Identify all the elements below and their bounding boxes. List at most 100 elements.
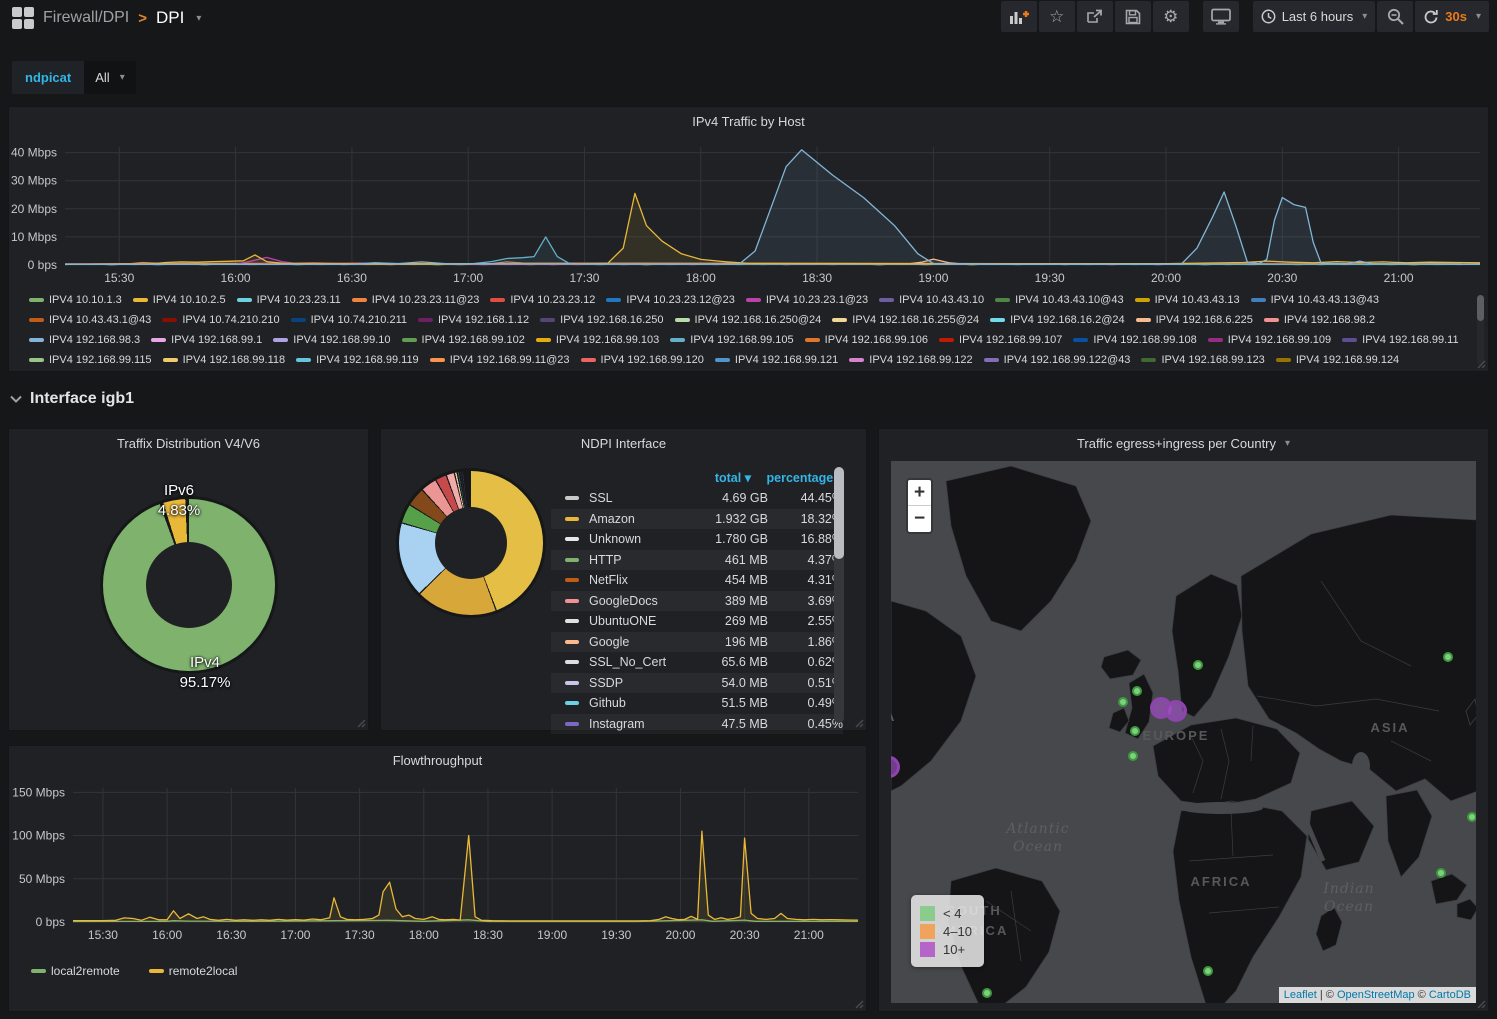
country-marker-low[interactable] xyxy=(1130,726,1140,736)
legend-item[interactable]: IPV4 192.168.99.11 xyxy=(1342,333,1459,347)
country-marker-low[interactable] xyxy=(1443,652,1453,662)
panel-title[interactable]: Traffic egress+ingress per Country ▾ xyxy=(1076,435,1291,451)
legend-item[interactable]: IPV4 192.168.99.120 xyxy=(580,353,704,367)
attribution-link[interactable]: Leaflet xyxy=(1283,989,1317,1001)
panel-title[interactable]: NDPI Interface xyxy=(580,435,667,451)
table-row[interactable]: Google 196 MB 1.86% xyxy=(551,631,843,652)
legend-item[interactable]: IPV4 192.168.99.119 xyxy=(296,353,419,367)
legend-item[interactable]: IPV4 10.43.43.10 xyxy=(879,293,984,307)
country-marker-low[interactable] xyxy=(1467,812,1476,822)
legend-item[interactable]: IPV4 10.23.23.11@23 xyxy=(351,293,479,307)
table-scrollbar[interactable] xyxy=(834,467,844,723)
country-marker-low[interactable] xyxy=(1118,697,1128,707)
ndpi-donut-chart[interactable] xyxy=(399,471,543,615)
attribution-link[interactable]: OpenStreetMap xyxy=(1336,989,1415,1001)
refresh-picker[interactable]: 30s ▾ xyxy=(1415,1,1489,32)
country-marker-high[interactable] xyxy=(1165,700,1187,722)
panel-resize-handle[interactable] xyxy=(1477,360,1486,369)
table-row[interactable]: Unknown 1.780 GB 16.88% xyxy=(551,529,843,550)
legend-item[interactable]: IPV4 192.168.99.102 xyxy=(401,333,525,347)
legend-item[interactable]: IPV4 10.10.1.3 xyxy=(29,293,122,307)
panel-title[interactable]: IPv4 Traffic by Host xyxy=(692,113,805,129)
legend-item[interactable]: IPV4 10.74.210.210 xyxy=(162,313,280,327)
legend-item[interactable]: IPV4 192.168.6.225 xyxy=(1135,313,1253,327)
legend-item[interactable]: IPV4 10.43.43.1@43 xyxy=(29,313,151,327)
legend-item[interactable]: IPV4 192.168.99.107 xyxy=(939,333,1062,347)
legend-item[interactable]: IPV4 192.168.16.2@24 xyxy=(990,313,1125,327)
breadcrumb-dashboard[interactable]: DPI xyxy=(156,8,185,27)
settings-button[interactable]: ⚙ xyxy=(1152,1,1189,32)
table-row[interactable]: SSDP 54.0 MB 0.51% xyxy=(551,672,843,693)
table-row[interactable]: HTTP 461 MB 4.37% xyxy=(551,549,843,570)
legend-item[interactable]: IPV4 10.74.210.211 xyxy=(290,313,407,327)
panel-resize-handle[interactable] xyxy=(855,719,864,728)
country-marker-low[interactable] xyxy=(1193,660,1203,670)
ipv4-traffic-chart[interactable]: 0 bps 10 Mbps 20 Mbps 30 Mbps 40 Mbps 15:30 16… xyxy=(9,133,1488,291)
legend-item[interactable]: IPV4 192.168.99.123 xyxy=(1141,353,1265,367)
sort-total-header[interactable]: total ▾ xyxy=(714,471,751,485)
legend-item[interactable]: IPV4 192.168.16.255@24 xyxy=(832,313,979,327)
zoom-out-button[interactable]: − xyxy=(908,506,931,532)
legend-item[interactable]: IPV4 192.168.16.250@24 xyxy=(674,313,821,327)
legend-item[interactable]: IPV4 192.168.99.11@23 xyxy=(429,353,570,367)
row-interface-igb1[interactable]: Interface igb1 xyxy=(10,390,134,408)
legend-item[interactable]: IPV4 192.168.98.2 xyxy=(1263,313,1375,327)
sort-percentage-header[interactable]: percentage ▾ xyxy=(766,471,843,485)
legend-item[interactable]: IPV4 192.168.99.1 xyxy=(151,333,262,347)
time-range-picker[interactable]: Last 6 hours ▾ xyxy=(1252,1,1376,32)
legend-item[interactable]: IPV4 192.168.99.106 xyxy=(804,333,928,347)
legend-item[interactable]: IPV4 192.168.99.109 xyxy=(1207,333,1331,347)
table-row[interactable]: Github 51.5 MB 0.49% xyxy=(551,693,843,714)
world-map[interactable]: EUROPEASIAAFRICASOUTHAMERICANORTHAMERICA… xyxy=(891,461,1476,1003)
save-button[interactable] xyxy=(1114,1,1151,32)
breadcrumb[interactable]: Firewall/DPI > DPI ▾ xyxy=(12,7,201,29)
table-row[interactable]: GoogleDocs 389 MB 3.69% xyxy=(551,590,843,611)
table-row[interactable]: Amazon 1.932 GB 18.32% xyxy=(551,508,843,529)
legend-item[interactable]: IPV4 192.168.99.122@43 xyxy=(983,353,1130,367)
table-row[interactable]: UbuntuONE 269 MB 2.55% xyxy=(551,611,843,632)
zoom-out-button[interactable] xyxy=(1377,1,1414,32)
breadcrumb-folder[interactable]: Firewall/DPI xyxy=(43,9,130,26)
country-marker-low[interactable] xyxy=(1203,966,1213,976)
panel-title[interactable]: Flowthroughput xyxy=(392,752,483,768)
ipv4-ipv6-donut-chart[interactable] xyxy=(103,499,275,671)
legend-item[interactable]: IPV4 192.168.99.124 xyxy=(1275,353,1399,367)
legend-item[interactable]: IPV4 192.168.1.12 xyxy=(418,313,529,327)
legend-item[interactable]: IPV4 10.23.23.12 xyxy=(490,293,595,307)
tv-mode-button[interactable] xyxy=(1202,1,1239,32)
legend-item[interactable]: local2remote xyxy=(31,964,120,978)
table-row[interactable]: SSL 4.69 GB 44.45% xyxy=(551,488,843,509)
legend-item[interactable]: IPV4 192.168.99.105 xyxy=(670,333,794,347)
attribution-link[interactable]: CartoDB xyxy=(1428,989,1471,1001)
legend-item[interactable]: IPV4 192.168.99.10 xyxy=(273,333,391,347)
legend-item[interactable]: IPV4 192.168.99.122 xyxy=(849,353,973,367)
legend-item[interactable]: IPV4 192.168.99.103 xyxy=(535,333,659,347)
table-row[interactable]: Instagram 47.5 MB 0.45% xyxy=(551,713,843,734)
variable-value-dropdown[interactable]: All ▾ xyxy=(84,61,136,94)
star-button[interactable]: ☆ xyxy=(1038,1,1075,32)
zoom-in-button[interactable]: + xyxy=(908,480,931,506)
legend-item[interactable]: IPV4 10.43.43.13 xyxy=(1134,293,1240,307)
dashboard-dropdown-caret-icon[interactable]: ▾ xyxy=(196,12,202,24)
table-row[interactable]: NetFlix 454 MB 4.31% xyxy=(551,570,843,591)
panel-title[interactable]: Traffix Distribution V4/V6 xyxy=(116,435,261,451)
legend-item[interactable]: IPV4 10.23.23.12@23 xyxy=(606,293,735,307)
table-row[interactable]: SSL_No_Cert 65.6 MB 0.62% xyxy=(551,652,843,673)
panel-resize-handle[interactable] xyxy=(855,1000,864,1009)
panel-resize-handle[interactable] xyxy=(357,719,366,728)
legend-item[interactable]: IPV4 192.168.99.118 xyxy=(162,353,285,367)
legend-item[interactable]: IPV4 10.23.23.11 xyxy=(236,293,341,307)
country-marker-low[interactable] xyxy=(1132,686,1142,696)
legend-item[interactable]: IPV4 192.168.99.108 xyxy=(1073,333,1197,347)
legend-item[interactable]: IPV4 10.10.2.5 xyxy=(132,293,226,307)
legend-item[interactable]: IPV4 10.43.43.13@43 xyxy=(1250,293,1379,307)
legend-scrollbar[interactable] xyxy=(1477,295,1484,365)
dashboard-grid-icon[interactable] xyxy=(12,7,34,29)
legend-item[interactable]: IPV4 192.168.99.115 xyxy=(29,353,152,367)
flowthroughput-chart[interactable]: 0 bps 50 Mbps 100 Mbps 150 Mbps 15:30 16:00 16… xyxy=(9,774,866,956)
share-button[interactable] xyxy=(1076,1,1113,32)
legend-item[interactable]: IPV4 10.23.23.1@23 xyxy=(745,293,868,307)
panel-resize-handle[interactable] xyxy=(1477,1000,1486,1009)
country-marker-low[interactable] xyxy=(1128,751,1138,761)
legend-item[interactable]: IPV4 10.43.43.10@43 xyxy=(995,293,1124,307)
